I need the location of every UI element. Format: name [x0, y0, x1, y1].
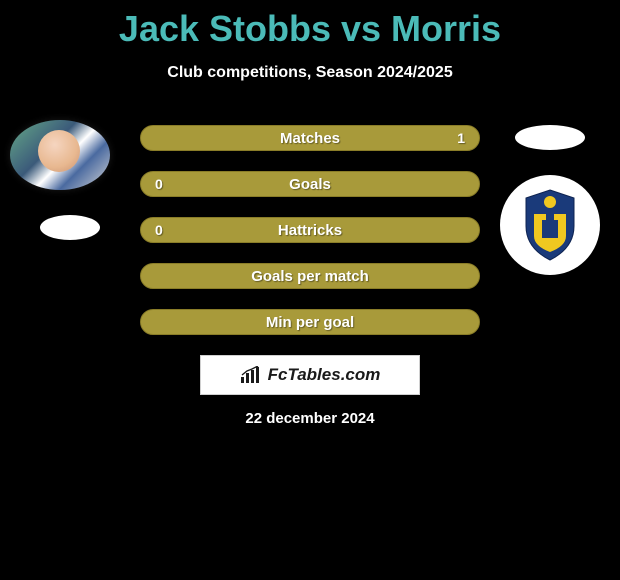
- bar-chart-icon: [240, 366, 262, 384]
- stat-bar-min-per-goal: Min per goal: [140, 309, 480, 335]
- club-crest-icon: [520, 188, 580, 262]
- stat-bar-hattricks: 0 Hattricks: [140, 217, 480, 243]
- brand-text: FcTables.com: [268, 365, 381, 385]
- subtitle: Club competitions, Season 2024/2025: [0, 64, 620, 82]
- stat-bars: Matches 1 0 Goals 0 Hattricks Goals per …: [140, 125, 480, 355]
- team-right-placeholder: [515, 125, 585, 150]
- stat-label: Min per goal: [266, 314, 354, 331]
- player-right-badge: [500, 175, 600, 275]
- page-title: Jack Stobbs vs Morris: [0, 0, 620, 50]
- team-left-placeholder: [40, 215, 100, 240]
- stat-bar-matches: Matches 1: [140, 125, 480, 151]
- stat-right-value: 1: [457, 130, 465, 146]
- stat-label: Hattricks: [278, 222, 342, 239]
- stat-bar-goals: 0 Goals: [140, 171, 480, 197]
- stat-bar-goals-per-match: Goals per match: [140, 263, 480, 289]
- stat-left-value: 0: [155, 222, 163, 238]
- stat-label: Goals per match: [251, 268, 369, 285]
- stat-label: Goals: [289, 176, 331, 193]
- stat-label: Matches: [280, 130, 340, 147]
- brand-watermark: FcTables.com: [200, 355, 420, 395]
- generated-date: 22 december 2024: [0, 410, 620, 427]
- stat-left-value: 0: [155, 176, 163, 192]
- player-left-avatar: [10, 120, 110, 190]
